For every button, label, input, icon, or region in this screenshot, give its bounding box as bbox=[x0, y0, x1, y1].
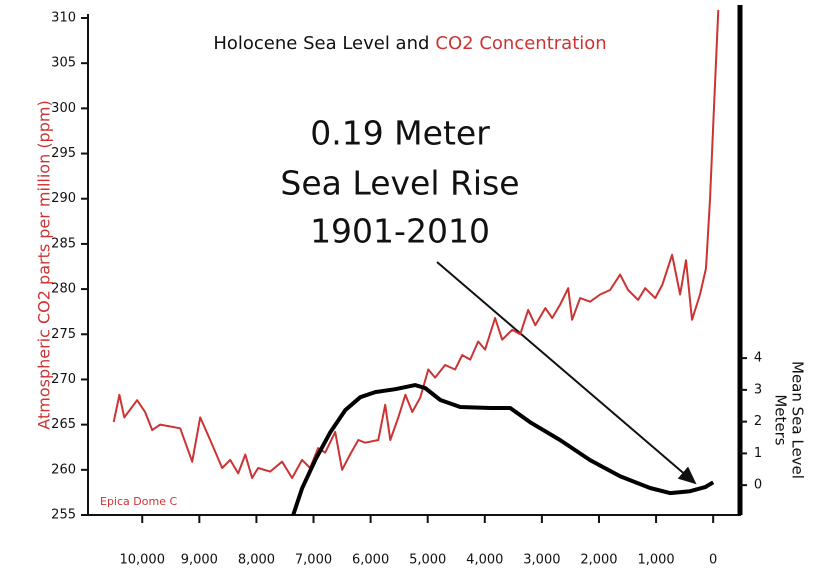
y-tick-label: 275 bbox=[51, 327, 76, 342]
y-tick-label: 310 bbox=[51, 11, 76, 26]
y-tick-label: 280 bbox=[51, 282, 76, 297]
x-tick-label: 9,000 bbox=[181, 553, 218, 568]
y-tick-label: 300 bbox=[51, 101, 76, 116]
annotation: Sea Level Rise bbox=[280, 164, 519, 203]
y-tick-label: 285 bbox=[51, 236, 76, 251]
x-tick-label: 4,000 bbox=[466, 553, 503, 568]
x-tick-label: 3,000 bbox=[523, 553, 560, 568]
y2-tick-label: 4 bbox=[754, 351, 762, 366]
y2-tick-label: 1 bbox=[754, 446, 762, 461]
title-part: CO2 Concentration bbox=[435, 33, 606, 54]
y2-axis-label: Mean Sea Level bbox=[789, 361, 807, 479]
y-tick-label: 290 bbox=[51, 191, 76, 206]
x-tick-label: 7,000 bbox=[295, 553, 332, 568]
y2-axis-label: Meters bbox=[772, 394, 790, 445]
source-note: Epica Dome C bbox=[100, 495, 177, 508]
y2-tick-label: 3 bbox=[754, 382, 762, 397]
y-tick-label: 305 bbox=[51, 56, 76, 71]
series-line bbox=[291, 383, 715, 515]
x-tick-label: 1,000 bbox=[637, 553, 674, 568]
y2-tick-label: 0 bbox=[754, 478, 762, 493]
title-part: Holocene Sea Level and bbox=[213, 33, 429, 54]
y-tick-label: 270 bbox=[51, 372, 76, 387]
y-tick-label: 295 bbox=[51, 146, 76, 161]
annotation-arrow bbox=[436, 261, 697, 485]
y-axis-label: Atmospheric CO2 parts per million (ppm) bbox=[35, 100, 54, 429]
y2-tick-label: 2 bbox=[754, 414, 762, 429]
chart-title: Holocene Sea Level and CO2 Concentration bbox=[213, 33, 606, 54]
x-tick-label: 10,000 bbox=[119, 553, 165, 568]
x-tick-label: 0 bbox=[709, 553, 717, 568]
x-tick-label: 8,000 bbox=[238, 553, 275, 568]
y-tick-label: 255 bbox=[51, 508, 76, 523]
y-tick-label: 260 bbox=[51, 462, 76, 477]
annotation: 1901-2010 bbox=[310, 212, 490, 251]
x-tick-label: 5,000 bbox=[409, 553, 446, 568]
series-line bbox=[112, 9, 720, 479]
x-tick-label: 6,000 bbox=[352, 553, 389, 568]
annotation: 0.19 Meter bbox=[310, 114, 490, 153]
x-tick-label: 2,000 bbox=[580, 553, 617, 568]
y-tick-label: 265 bbox=[51, 417, 76, 432]
